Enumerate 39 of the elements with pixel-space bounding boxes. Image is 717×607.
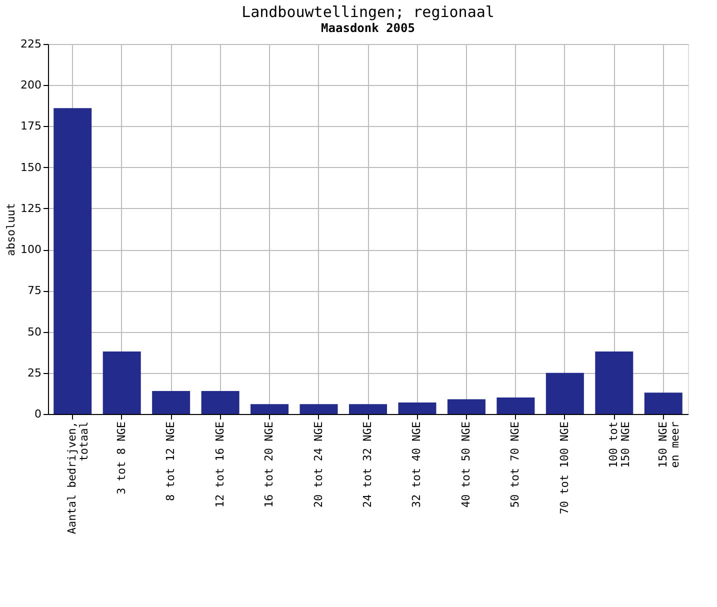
bar xyxy=(447,399,486,414)
x-tick-label: 40 tot 50 NGE xyxy=(459,422,472,508)
y-tick-label: 0 xyxy=(34,408,42,420)
chart-subtitle: Maasdonk 2005 xyxy=(321,21,415,35)
y-tick-label: 225 xyxy=(20,38,42,50)
y-tick-label: 125 xyxy=(20,202,42,215)
bar xyxy=(250,404,289,414)
bar xyxy=(496,398,535,414)
y-tick-label: 150 xyxy=(20,160,42,174)
x-tick-label: 32 tot 40 NGE xyxy=(410,422,424,508)
x-tick-label: 12 tot 16 NGE xyxy=(213,422,226,508)
x-tick-label: 20 tot 24 NGE xyxy=(312,422,325,508)
y-tick-label: 25 xyxy=(28,366,42,380)
x-tick-label: Aantal bedrijven, totaal xyxy=(66,422,91,534)
x-tick-label: 16 tot 20 NGE xyxy=(262,422,276,508)
bar xyxy=(300,404,338,414)
x-tick-label: 3 tot 8 NGE xyxy=(114,422,128,494)
bar xyxy=(201,390,240,414)
bar xyxy=(349,404,387,414)
y-tick-label: 175 xyxy=(20,120,42,133)
x-tick-label: 24 tot 32 NGE xyxy=(361,422,374,508)
bar xyxy=(152,390,190,414)
y-tick-label: 50 xyxy=(28,325,42,338)
x-tick-label: 50 tot 70 NGE xyxy=(508,422,522,508)
x-tick-label: 150 NGE en meer xyxy=(656,421,682,468)
y-tick-label: 75 xyxy=(28,284,42,298)
x-tick-label: 8 tot 12 NGE xyxy=(164,422,178,501)
bar xyxy=(54,108,92,414)
bar xyxy=(595,352,634,414)
y-tick-label: 200 xyxy=(20,78,42,92)
bar xyxy=(546,372,584,414)
bar xyxy=(644,392,682,414)
chart-title: Landbouwtellingen; regionaal xyxy=(242,3,494,21)
y-axis-title: absoluut xyxy=(4,203,18,256)
bar xyxy=(102,352,141,414)
y-tick-label: 100 xyxy=(20,243,42,256)
x-tick-label: 100 tot 150 NGE xyxy=(607,422,632,468)
bar xyxy=(398,402,436,414)
x-tick-label: 70 tot 100 NGE xyxy=(558,422,571,514)
